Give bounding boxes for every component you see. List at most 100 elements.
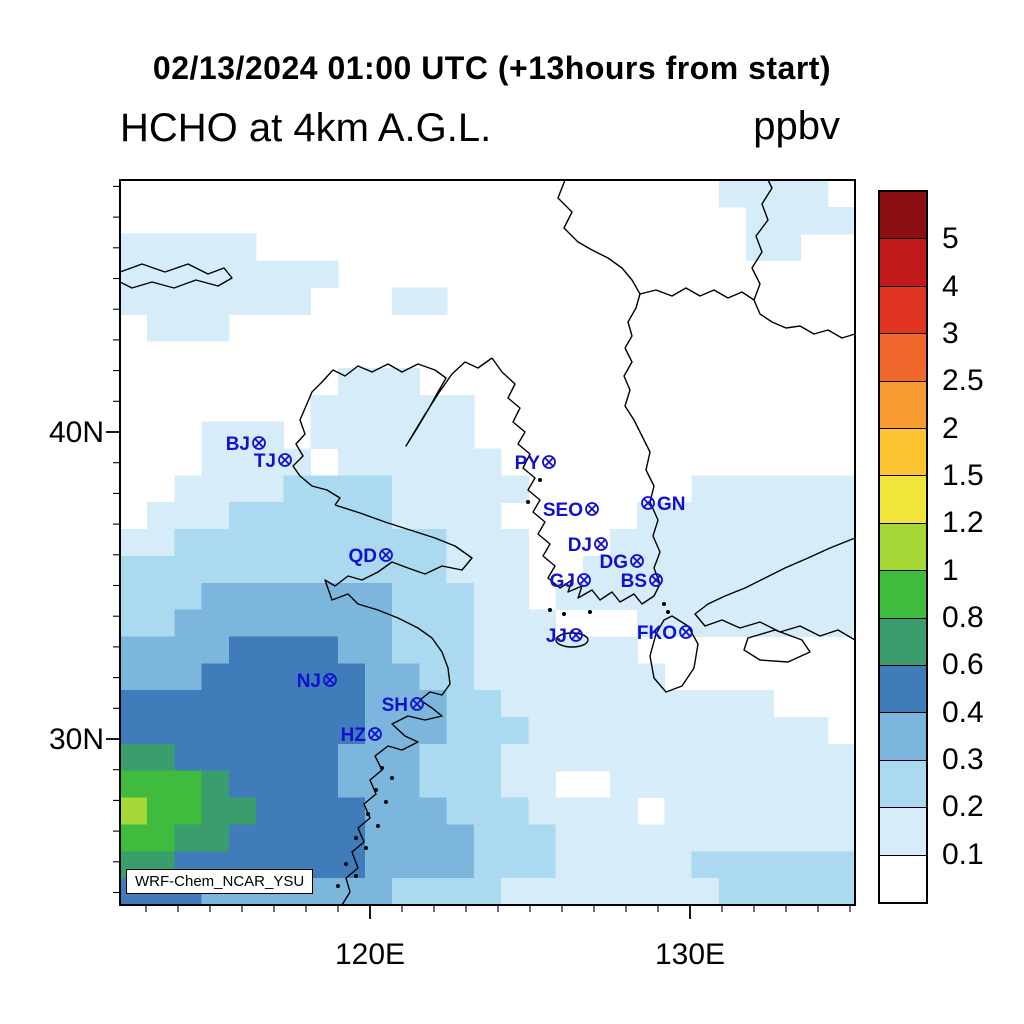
field-cell xyxy=(473,448,502,476)
station-label: JJ xyxy=(546,626,567,647)
field-cell xyxy=(555,878,584,906)
field-cell xyxy=(746,529,774,557)
units-label: ppbv xyxy=(753,104,840,148)
field-cell xyxy=(201,314,230,342)
field-cell xyxy=(201,824,230,852)
field-cell xyxy=(610,529,638,557)
field-cell xyxy=(718,878,747,906)
field-cell xyxy=(310,529,339,557)
field-cell xyxy=(827,475,856,503)
field-cell xyxy=(691,797,720,826)
field-cell xyxy=(365,663,393,691)
field-cell xyxy=(174,287,203,315)
field-cell xyxy=(637,851,666,879)
station-marker-icon xyxy=(379,548,393,562)
field-cell xyxy=(419,502,448,530)
field-cell xyxy=(147,529,176,557)
field-cell xyxy=(582,851,611,879)
station-marker-icon xyxy=(679,625,693,639)
field-cell xyxy=(637,609,666,638)
field-cell xyxy=(718,743,747,772)
field-cell xyxy=(120,824,148,852)
field-cell xyxy=(800,743,829,772)
coastline-liaodong-bohai xyxy=(292,357,493,506)
coastline-shandong-china xyxy=(324,504,473,906)
field-cell xyxy=(365,743,393,772)
field-cell xyxy=(746,770,774,799)
field-cell xyxy=(718,475,747,503)
field-cell xyxy=(473,824,502,852)
station-gj: GJ xyxy=(550,571,591,592)
field-cell xyxy=(773,582,802,611)
field-cell xyxy=(228,770,257,799)
island-dot xyxy=(344,862,348,866)
field-cell xyxy=(120,636,148,664)
field-cell xyxy=(691,529,720,557)
field-cell xyxy=(201,717,230,745)
field-cell xyxy=(473,851,502,879)
field-cell xyxy=(120,233,148,262)
station-label: DG xyxy=(600,552,629,573)
field-cell xyxy=(228,743,257,772)
station-seo: SEO xyxy=(543,500,599,521)
colorbar-cell xyxy=(880,854,926,903)
field-cell xyxy=(174,609,203,638)
field-cell xyxy=(283,743,312,772)
field-cell xyxy=(446,475,475,503)
field-cell xyxy=(746,475,774,503)
field-cell xyxy=(228,555,257,584)
station-label: BS xyxy=(621,571,647,592)
field-cell xyxy=(337,609,366,638)
field-cell xyxy=(228,287,257,315)
field-cell xyxy=(256,690,284,718)
field-cell xyxy=(228,663,257,691)
field-cell xyxy=(283,663,312,691)
field-cell xyxy=(147,797,176,826)
station-bs: BS xyxy=(621,571,663,592)
field-cell xyxy=(800,582,829,611)
island-dot xyxy=(384,800,388,804)
field-cell xyxy=(283,582,312,611)
field-cell xyxy=(582,878,611,906)
field-cell xyxy=(337,690,366,718)
field-cell xyxy=(773,233,802,262)
field-cell xyxy=(419,878,448,906)
field-cell xyxy=(501,555,529,584)
field-cell xyxy=(228,233,257,262)
field-cell xyxy=(827,555,856,584)
station-marker-icon xyxy=(254,438,264,448)
station-marker-icon xyxy=(630,554,644,568)
field-cell xyxy=(773,609,802,638)
field-cell xyxy=(201,502,230,530)
field-cell xyxy=(773,475,802,503)
station-tj: TJ xyxy=(254,451,292,472)
field-cell xyxy=(555,824,584,852)
field-cell xyxy=(120,663,148,691)
field-cell xyxy=(718,770,747,799)
field-cell xyxy=(256,529,284,557)
field-cell xyxy=(392,824,421,852)
field-cell xyxy=(827,797,856,826)
field-cell xyxy=(283,555,312,584)
field-cell xyxy=(201,287,230,315)
field-cell xyxy=(664,743,693,772)
field-cell xyxy=(446,529,475,557)
colorbar-tick-label: 5 xyxy=(942,222,959,256)
small-islands xyxy=(336,478,670,888)
field-cell xyxy=(637,770,666,799)
field-cell xyxy=(610,851,638,879)
station-dj: DJ xyxy=(568,535,608,556)
field-cell xyxy=(800,180,829,208)
field-cell xyxy=(473,609,502,638)
field-cell xyxy=(746,824,774,852)
island-dot xyxy=(336,884,340,888)
field-cell xyxy=(337,663,366,691)
field-cell xyxy=(392,475,421,503)
coastline-ne-asia xyxy=(557,179,856,339)
field-cell xyxy=(446,824,475,852)
field-cell xyxy=(664,717,693,745)
field-cell xyxy=(800,206,829,235)
field-cell xyxy=(201,663,230,691)
colorbar-tick-label: 1 xyxy=(942,553,959,587)
field-cell xyxy=(446,851,475,879)
